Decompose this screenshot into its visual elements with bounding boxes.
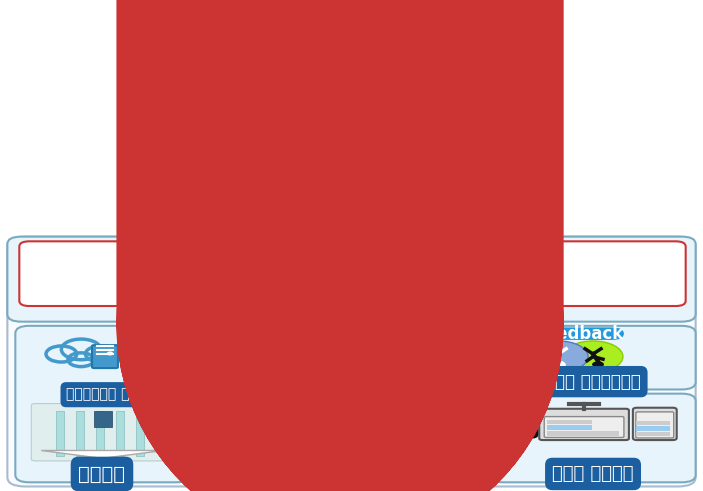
Circle shape bbox=[563, 341, 623, 372]
Circle shape bbox=[280, 450, 290, 456]
Bar bbox=[547, 420, 592, 424]
Ellipse shape bbox=[245, 355, 255, 359]
Circle shape bbox=[240, 450, 250, 456]
Text: EXERCISE: EXERCISE bbox=[505, 328, 542, 338]
Bar bbox=[56, 411, 64, 456]
FancyBboxPatch shape bbox=[199, 326, 482, 482]
Text: 런닝 동작 정보: 런닝 동작 정보 bbox=[380, 439, 441, 454]
Bar bbox=[636, 427, 670, 431]
Text: Feedback: Feedback bbox=[534, 325, 624, 343]
Bar bbox=[96, 411, 104, 456]
Circle shape bbox=[221, 450, 231, 456]
Text: 지능형 어플리케이션: 지능형 어플리케이션 bbox=[545, 373, 641, 391]
FancyBboxPatch shape bbox=[633, 408, 677, 440]
Text: 운동 정보: 운동 정보 bbox=[380, 326, 420, 341]
FancyBboxPatch shape bbox=[489, 394, 696, 482]
Circle shape bbox=[494, 336, 553, 367]
Text: 객관적 요인: 객관적 요인 bbox=[146, 264, 210, 283]
Ellipse shape bbox=[262, 355, 271, 359]
Circle shape bbox=[592, 361, 604, 368]
Text: 스마트 디바이스: 스마트 디바이스 bbox=[553, 465, 634, 483]
Text: 연구기관: 연구기관 bbox=[79, 464, 126, 484]
Bar bbox=[534, 349, 541, 354]
FancyBboxPatch shape bbox=[362, 242, 685, 306]
Bar bbox=[76, 411, 84, 456]
FancyBboxPatch shape bbox=[211, 429, 320, 461]
FancyBboxPatch shape bbox=[636, 412, 673, 438]
FancyBboxPatch shape bbox=[539, 409, 629, 440]
Bar bbox=[636, 421, 670, 426]
FancyBboxPatch shape bbox=[31, 404, 174, 461]
Circle shape bbox=[300, 450, 310, 456]
Bar bbox=[505, 349, 513, 354]
Text: 데이터베이스 구축 플랫폼 (런닝부상 빅데이터 구축): 데이터베이스 구축 플랫폼 (런닝부상 빅데이터 구축) bbox=[226, 305, 480, 324]
FancyBboxPatch shape bbox=[510, 409, 537, 437]
Circle shape bbox=[551, 361, 565, 369]
Circle shape bbox=[260, 450, 271, 456]
Text: i: i bbox=[257, 315, 260, 327]
FancyBboxPatch shape bbox=[15, 326, 190, 482]
Text: 데이터베이스 서버: 데이터베이스 서버 bbox=[66, 388, 138, 402]
Circle shape bbox=[108, 352, 112, 355]
Bar bbox=[547, 426, 592, 430]
Text: 데이터베이스: 데이터베이스 bbox=[305, 464, 375, 484]
FancyBboxPatch shape bbox=[512, 415, 534, 435]
FancyBboxPatch shape bbox=[7, 237, 696, 487]
FancyBboxPatch shape bbox=[489, 326, 696, 389]
Text: 개인 부상병력: 개인 부상병력 bbox=[380, 399, 437, 413]
FancyBboxPatch shape bbox=[7, 237, 696, 322]
Bar bbox=[636, 432, 670, 436]
FancyBboxPatch shape bbox=[544, 416, 624, 437]
Bar bbox=[94, 411, 112, 427]
Bar bbox=[547, 431, 619, 436]
FancyBboxPatch shape bbox=[240, 318, 276, 341]
FancyBboxPatch shape bbox=[19, 242, 336, 306]
FancyBboxPatch shape bbox=[92, 345, 118, 368]
Text: 주관적 요인: 주관적 요인 bbox=[491, 264, 556, 283]
FancyBboxPatch shape bbox=[243, 393, 274, 414]
Circle shape bbox=[250, 314, 266, 323]
Bar bbox=[116, 411, 124, 456]
Circle shape bbox=[528, 341, 588, 372]
Bar bbox=[46, 353, 116, 360]
Polygon shape bbox=[41, 450, 164, 458]
Bar bbox=[136, 411, 144, 456]
FancyBboxPatch shape bbox=[236, 352, 280, 371]
FancyBboxPatch shape bbox=[534, 327, 624, 340]
Text: 신체정보 (체중 등): 신체정보 (체중 등) bbox=[380, 361, 462, 376]
